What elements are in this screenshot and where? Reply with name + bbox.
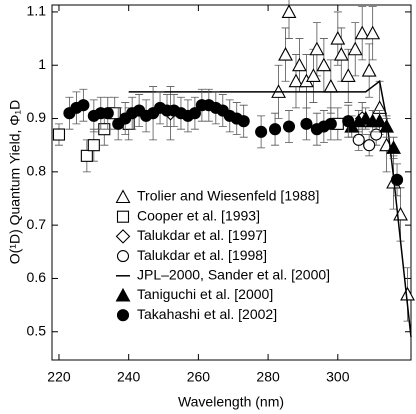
point [255,125,268,138]
x-tick-label: 300 [326,369,350,385]
point [379,118,395,133]
legend-label: Talukdar et al. [1998] [137,247,267,263]
point [316,57,332,72]
legend-marker [116,210,130,223]
legend-label: Takahashi et al. [2002] [137,306,277,322]
y-tick-label: 1.1 [27,3,47,19]
legend-label: Taniguchi et al. [2000] [137,286,273,302]
legend-label: JPL–2000, Sander et al. [2000] [137,267,330,283]
plot-frame [51,4,412,361]
y-axis-label: O(¹D) Quantum Yield, Φ₁D [7,100,23,265]
point [52,128,66,141]
y-tick-label: 1 [38,56,46,72]
legend-label: Talukdar et al. [1997] [137,227,267,243]
y-tick-label: 0.5 [27,322,47,338]
point [288,73,304,88]
legend-label: Cooper et al. [1993] [137,207,260,223]
point [269,123,282,136]
y-tick-label: 0.9 [27,109,47,125]
point [300,117,313,130]
y-tick-label: 0.6 [27,269,47,285]
x-tick-label: 280 [256,369,280,385]
point [292,57,307,72]
point [347,41,363,56]
x-tick-label: 240 [117,369,141,385]
point [323,78,339,93]
legend-marker [115,229,131,244]
point [324,117,337,130]
point [342,115,355,128]
y-tick-label: 0.8 [27,163,47,179]
y-tick-label: 0.7 [27,216,47,232]
point [77,99,90,112]
series-line [128,79,412,338]
legend-marker [115,287,131,302]
point [391,173,404,186]
legend-marker [115,189,131,204]
point [281,4,297,18]
x-tick-label: 260 [187,369,211,385]
point [361,62,377,77]
point [278,46,293,61]
x-axis-label: Wavelength (nm) [178,394,284,410]
point [101,107,114,120]
point [237,115,250,128]
legend-marker [116,250,130,263]
point [352,133,365,146]
point [333,46,349,61]
point [340,68,356,82]
point [372,113,388,128]
point [188,107,201,120]
legend-label: Trolier and Wiesenfeld [1988] [137,188,319,204]
point [365,25,381,40]
point [305,68,321,82]
point [400,286,415,301]
point [363,139,376,152]
point [330,30,346,45]
point [386,140,401,154]
point [87,139,100,152]
x-tick-label: 220 [47,369,71,385]
point [80,149,93,162]
point [393,206,408,221]
legend-marker [116,309,130,322]
point [309,41,325,56]
point [282,120,296,133]
point [354,25,370,40]
